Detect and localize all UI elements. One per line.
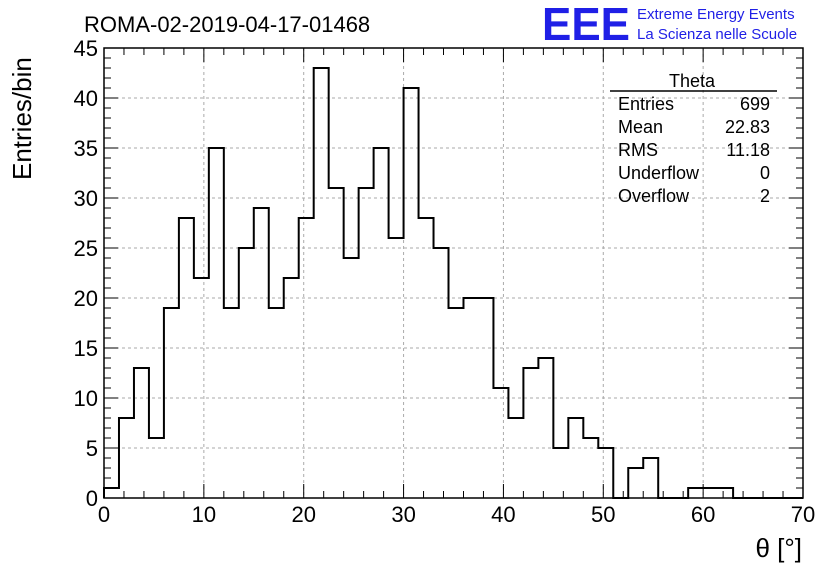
stat-label-overflow: Overflow <box>618 186 690 206</box>
stat-value-rms: 11.18 <box>726 140 770 160</box>
histogram-bin <box>598 448 613 498</box>
histogram-bin <box>434 248 449 498</box>
histogram-bin <box>404 88 419 498</box>
histogram-bin <box>209 148 224 498</box>
stats-box: Theta Entries 699 Mean 22.83 RMS 11.18 U… <box>610 71 777 206</box>
stat-label-rms: RMS <box>618 140 658 160</box>
eee-logo-line2: La Scienza nelle Scuole <box>637 26 797 43</box>
histogram-bin <box>493 388 508 498</box>
stat-label-entries: Entries <box>618 94 674 114</box>
histogram-bin <box>299 218 314 498</box>
histogram-bin <box>194 278 209 498</box>
histogram-bin <box>389 238 404 498</box>
histogram-bin <box>314 68 329 498</box>
y-tick-label: 30 <box>74 186 98 211</box>
histogram-bin <box>329 188 344 498</box>
histogram-bin <box>284 278 299 498</box>
histogram-series <box>103 67 803 499</box>
plot-title: ROMA-02-2019-04-17-01468 <box>84 12 370 37</box>
plot-frame <box>103 47 804 499</box>
grid <box>104 48 803 498</box>
histogram-bin <box>149 438 164 498</box>
eee-logo-line1: Extreme Energy Events <box>637 6 795 23</box>
histogram-bin <box>374 148 389 498</box>
histogram-bin <box>688 488 703 498</box>
x-tick-label: 20 <box>291 502 315 527</box>
axes-frame <box>103 47 804 499</box>
histogram-bin <box>553 448 568 498</box>
y-tick-label: 5 <box>86 436 98 461</box>
histogram-bin <box>269 308 284 498</box>
x-tick-label: 10 <box>192 502 216 527</box>
y-tick-label: 40 <box>74 86 98 111</box>
y-tick-label: 35 <box>74 136 98 161</box>
histogram-bin <box>523 368 538 498</box>
y-axis-title: Entries/bin <box>7 57 37 180</box>
histogram-bin <box>703 488 718 498</box>
x-axis-title: θ [°] <box>755 533 802 563</box>
stat-label-mean: Mean <box>618 117 663 137</box>
stat-value-underflow: 0 <box>760 163 770 183</box>
y-tick-label: 0 <box>86 486 98 511</box>
stat-value-mean: 22.83 <box>725 117 770 137</box>
eee-logo: EEE Extreme Energy Events La Scienza nel… <box>542 0 797 50</box>
histogram-bin <box>538 358 553 498</box>
histogram-bin <box>104 488 119 498</box>
y-tick-label: 20 <box>74 286 98 311</box>
x-tick-label: 30 <box>391 502 415 527</box>
y-tick-label: 25 <box>74 236 98 261</box>
histogram-bin <box>718 488 733 498</box>
stats-box-title: Theta <box>669 71 716 91</box>
histogram-bin <box>583 438 598 498</box>
stat-label-underflow: Underflow <box>618 163 700 183</box>
histogram-bin <box>449 308 464 498</box>
histogram-bin <box>359 188 374 498</box>
histogram-bin <box>508 418 523 498</box>
x-tick-label: 60 <box>691 502 715 527</box>
x-tick-label: 40 <box>491 502 515 527</box>
histogram-bin <box>628 468 643 498</box>
histogram-bin <box>134 368 149 498</box>
histogram-bin <box>224 308 239 498</box>
stat-value-overflow: 2 <box>760 186 770 206</box>
stat-value-entries: 699 <box>740 94 770 114</box>
histogram-bin <box>419 218 434 498</box>
x-tick-label: 70 <box>791 502 815 527</box>
y-tick-label: 15 <box>74 336 98 361</box>
histogram-outline <box>103 67 803 499</box>
histogram-bin <box>164 308 179 498</box>
histogram-bin <box>344 258 359 498</box>
y-tick-label: 45 <box>74 36 98 61</box>
histogram-bin <box>568 418 583 498</box>
x-tick-label: 0 <box>98 502 110 527</box>
eee-logo-mark: EEE <box>542 0 630 50</box>
x-tick-label: 50 <box>591 502 615 527</box>
histogram-bin <box>179 218 194 498</box>
y-tick-label: 10 <box>74 386 98 411</box>
histogram-bin <box>254 208 269 498</box>
histogram-bin <box>119 418 134 498</box>
histogram-bin <box>643 458 658 498</box>
histogram-bin <box>239 248 254 498</box>
histogram-bin <box>478 298 493 498</box>
